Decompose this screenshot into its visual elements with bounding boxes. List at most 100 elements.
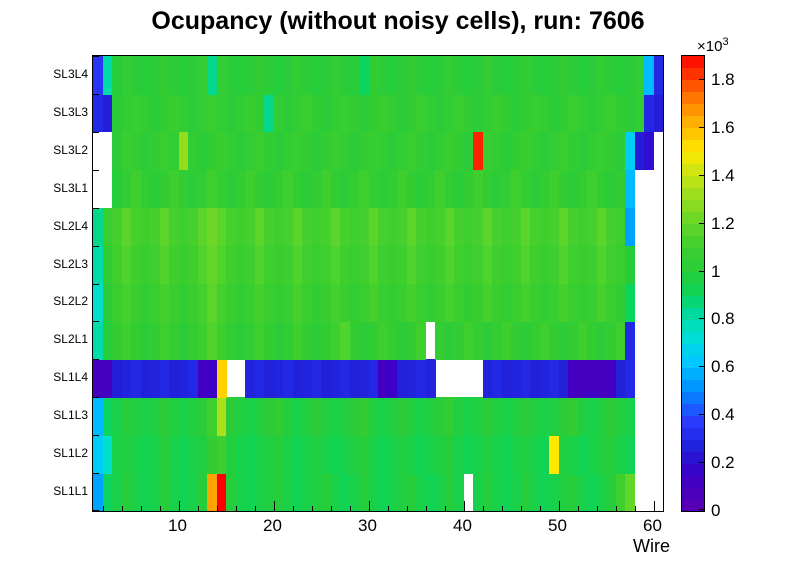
heatmap-cell <box>435 169 446 209</box>
heatmap-cell <box>273 245 284 285</box>
heatmap-cell <box>368 473 379 511</box>
heatmap-cell <box>406 435 417 474</box>
heatmap-cell <box>644 56 655 95</box>
heatmap-cell <box>216 283 227 323</box>
heatmap-cell <box>606 283 617 323</box>
heatmap-cell <box>501 435 512 474</box>
heatmap-cell <box>444 207 455 247</box>
heatmap-cell <box>406 397 417 436</box>
heatmap-cell <box>625 169 636 209</box>
heatmap-cell <box>321 283 332 323</box>
y-axis-label: SL1L3 <box>53 408 88 423</box>
heatmap-cell <box>169 321 180 360</box>
heatmap-cell <box>226 131 237 171</box>
heatmap-cell <box>273 131 284 171</box>
heatmap-cell <box>568 473 579 511</box>
colorbar-band <box>682 67 704 81</box>
heatmap-cell <box>340 131 351 171</box>
colorbar-band <box>682 271 704 284</box>
heatmap-cell <box>131 321 142 360</box>
heatmap-cell <box>435 131 446 171</box>
heatmap-cell <box>216 435 227 474</box>
y-bin-tick <box>93 397 99 399</box>
heatmap-cell <box>207 131 218 171</box>
heatmap-cell <box>625 359 636 398</box>
heatmap-cell <box>368 283 379 323</box>
y-axis-label: SL1L1 <box>53 484 88 499</box>
heatmap-cell <box>140 473 151 511</box>
heatmap-cell <box>482 56 493 95</box>
heatmap-cell <box>216 245 227 285</box>
heatmap-cell <box>596 245 607 285</box>
heatmap-cell <box>606 359 617 398</box>
heatmap-cell <box>311 169 322 209</box>
heatmap-cell <box>416 359 427 398</box>
heatmap-cell <box>264 131 275 171</box>
heatmap-cell <box>482 435 493 474</box>
heatmap-cell <box>577 131 588 171</box>
heatmap-cell <box>549 131 560 171</box>
heatmap-cell <box>159 283 170 323</box>
heatmap-cell <box>406 283 417 323</box>
heatmap-cell <box>112 93 123 133</box>
heatmap-cell <box>150 245 161 285</box>
heatmap-cell <box>102 397 113 436</box>
heatmap-cell <box>140 131 151 171</box>
heatmap-cell <box>435 473 446 511</box>
heatmap-cell <box>197 131 208 171</box>
heatmap-cell <box>93 245 104 285</box>
heatmap-cell <box>596 207 607 247</box>
heatmap-cell <box>292 207 303 247</box>
heatmap-cell <box>615 359 626 398</box>
heatmap-cell <box>159 245 170 285</box>
heatmap-cell <box>216 56 227 95</box>
colorbar-band <box>682 307 704 320</box>
heatmap-cell <box>587 435 598 474</box>
heatmap-cell <box>102 359 113 398</box>
heatmap-cell <box>302 321 313 360</box>
heatmap-cell <box>416 131 427 171</box>
heatmap-cell <box>264 473 275 511</box>
heatmap-cell <box>501 473 512 511</box>
heatmap-cell <box>131 359 142 398</box>
heatmap-cell <box>520 435 531 474</box>
heatmap-cell <box>112 473 123 511</box>
heatmap-cell <box>178 131 189 171</box>
heatmap-cell <box>311 283 322 323</box>
heatmap-cell <box>435 245 446 285</box>
heatmap-cell <box>349 169 360 209</box>
heatmap-cell <box>444 283 455 323</box>
heatmap-cell <box>264 245 275 285</box>
x-minor-tick <box>140 506 142 511</box>
heatmap-cell <box>245 283 256 323</box>
heatmap-cell <box>501 207 512 247</box>
heatmap-cell <box>188 397 199 436</box>
colorbar-band <box>682 127 704 141</box>
heatmap-cell <box>387 245 398 285</box>
heatmap-cell <box>596 283 607 323</box>
colorbar-band <box>682 103 704 117</box>
heatmap-cell <box>492 245 503 285</box>
colorbar-band <box>682 355 704 368</box>
heatmap-cell <box>425 207 436 247</box>
colorbar-exponent: ×103 <box>697 36 729 55</box>
heatmap-cell <box>321 435 332 474</box>
heatmap-cell <box>131 207 142 247</box>
heatmap-cell <box>606 131 617 171</box>
heatmap-cell <box>359 207 370 247</box>
heatmap-cell <box>131 245 142 285</box>
heatmap-cell <box>150 207 161 247</box>
heatmap-cell <box>511 359 522 398</box>
heatmap-cell <box>216 131 227 171</box>
heatmap-cell <box>321 397 332 436</box>
heatmap-cell <box>169 131 180 171</box>
heatmap-cell <box>368 169 379 209</box>
heatmap-cell <box>302 169 313 209</box>
heatmap-cell <box>558 473 569 511</box>
heatmap-cell <box>197 93 208 133</box>
heatmap-cell <box>387 435 398 474</box>
heatmap-cell <box>121 131 132 171</box>
heatmap-cell <box>378 435 389 474</box>
heatmap-cell <box>112 321 123 360</box>
heatmap-cell <box>587 245 598 285</box>
